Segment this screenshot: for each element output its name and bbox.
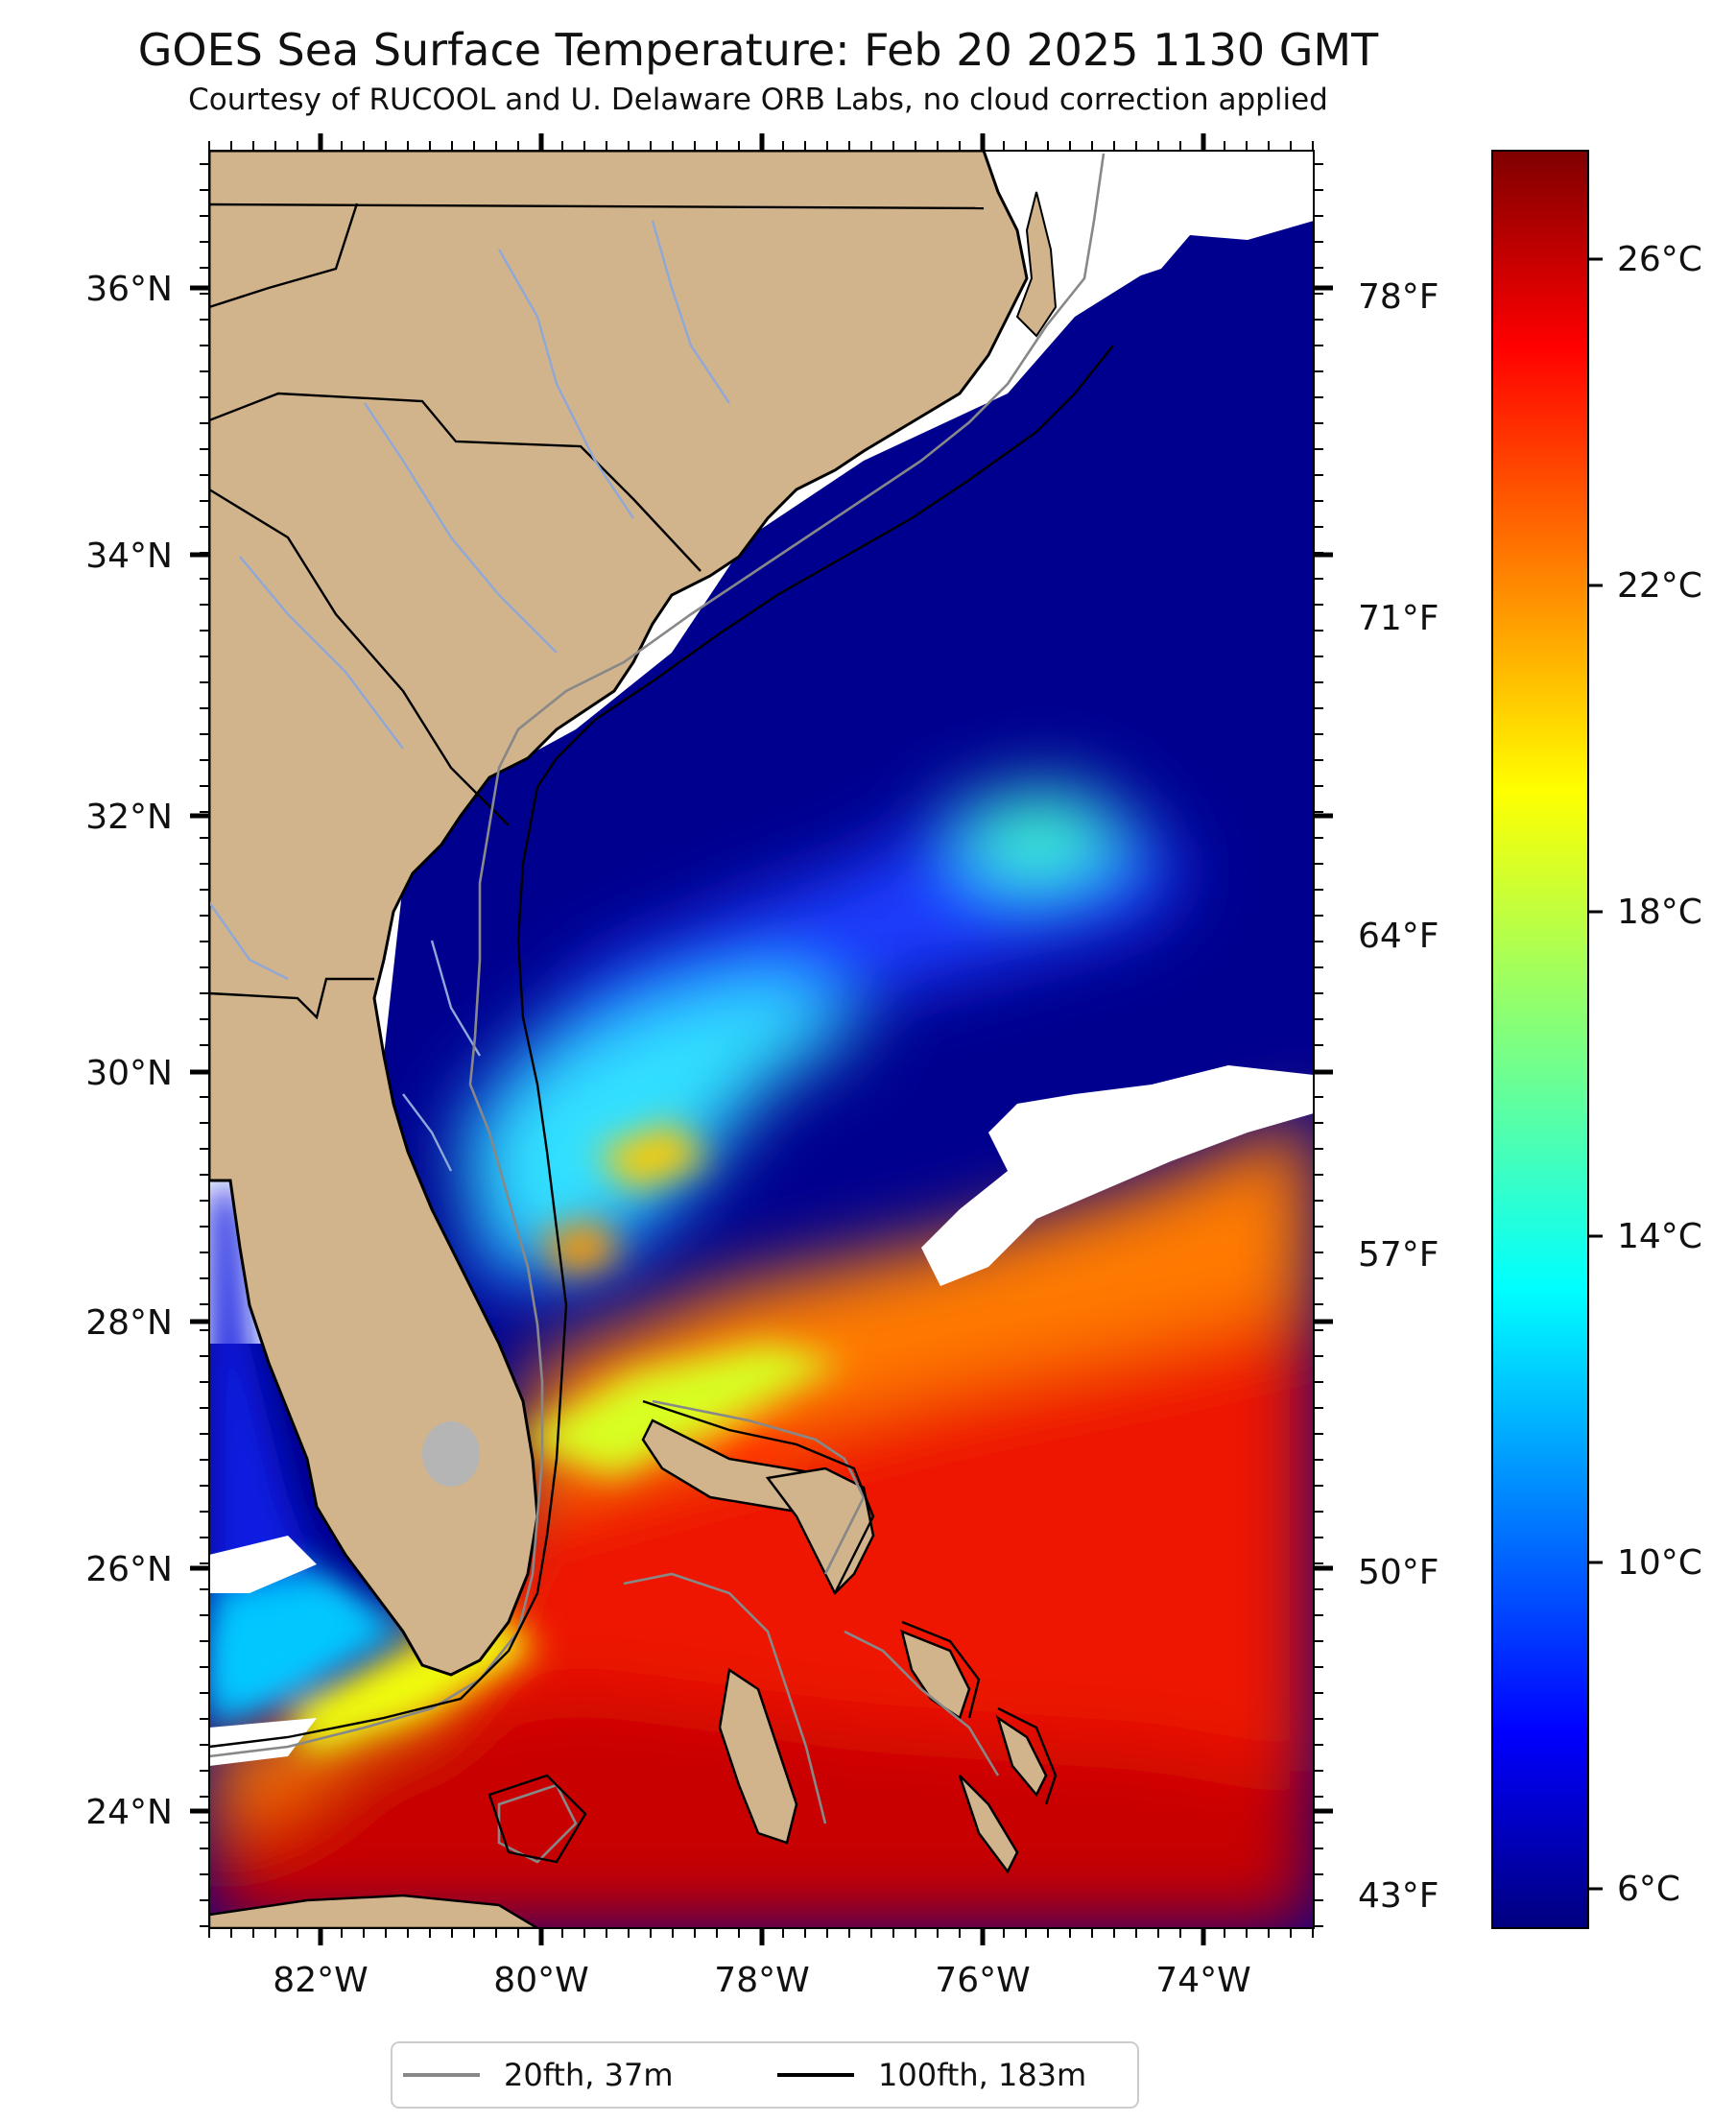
map-axis-ticks (190, 133, 1333, 1945)
fahrenheit-label: 64°F (1358, 917, 1439, 956)
lon-label: 74°W (1155, 1961, 1250, 2000)
lat-label: 28°N (85, 1303, 173, 1343)
map-panel (208, 150, 1315, 1929)
legend-label-100fth: 100fth, 183m (878, 2057, 1086, 2093)
figure-subtitle: Courtesy of RUCOOL and U. Delaware ORB L… (188, 83, 1328, 117)
fahrenheit-label: 78°F (1358, 277, 1439, 317)
land-layer (209, 151, 1058, 1928)
lat-label: 34°N (85, 536, 173, 576)
lat-label: 32°N (85, 798, 173, 837)
fahrenheit-label: 71°F (1358, 599, 1439, 638)
colorbar-label: 18°C (1617, 893, 1702, 932)
lake-okeechobee (422, 1421, 480, 1487)
lat-label: 30°N (85, 1054, 173, 1093)
colorbar-ticks (1588, 257, 1603, 1891)
lat-label: 24°N (85, 1793, 173, 1832)
latitude-labels: 36°N 34°N 32°N 30°N 28°N 26°N 24°N (85, 270, 173, 1832)
isobath-20fth (209, 153, 1106, 1864)
lon-label: 78°W (714, 1961, 809, 2000)
colorbar-gradient (1491, 150, 1589, 1929)
contour-legend: 20fth, 37m 100fth, 183m (391, 2041, 1139, 2109)
longitude-labels: 82°W 80°W 78°W 76°W 74°W (273, 1961, 1250, 2000)
colorbar-label: 6°C (1617, 1870, 1680, 1909)
lon-label: 82°W (273, 1961, 368, 2000)
colorbar-label: 26°C (1617, 240, 1702, 279)
isobath-100fth (209, 345, 1114, 1864)
lat-label: 26°N (85, 1550, 173, 1589)
cat-island (995, 1715, 1048, 1798)
lon-label: 80°W (493, 1961, 588, 2000)
eleuthera (900, 1629, 971, 1720)
lat-label: 36°N (85, 270, 173, 309)
abaco (765, 1466, 875, 1596)
fahrenheit-label: 50°F (1358, 1553, 1439, 1592)
fahrenheit-label: 43°F (1358, 1876, 1439, 1916)
andros (718, 1667, 798, 1845)
colorbar: 26°C 22°C 18°C 14°C 10°C 6°C (1491, 150, 1702, 1929)
lon-label: 76°W (935, 1961, 1030, 2000)
fahrenheit-labels: 78°F 71°F 64°F 57°F 50°F 43°F (1358, 277, 1439, 1916)
colorbar-label: 14°C (1617, 1217, 1702, 1256)
fahrenheit-label: 57°F (1358, 1235, 1439, 1275)
legend-label-20fth: 20fth, 37m (504, 2057, 673, 2093)
us-mainland (209, 151, 1029, 1677)
colorbar-label: 22°C (1617, 566, 1702, 606)
figure-title: GOES Sea Surface Temperature: Feb 20 202… (138, 24, 1379, 76)
state-borders (209, 203, 985, 1020)
outer-banks (1015, 191, 1058, 338)
exuma (958, 1775, 1019, 1874)
colorbar-label: 10°C (1617, 1543, 1702, 1583)
rivers (209, 220, 730, 1172)
cuba (209, 1894, 540, 1928)
